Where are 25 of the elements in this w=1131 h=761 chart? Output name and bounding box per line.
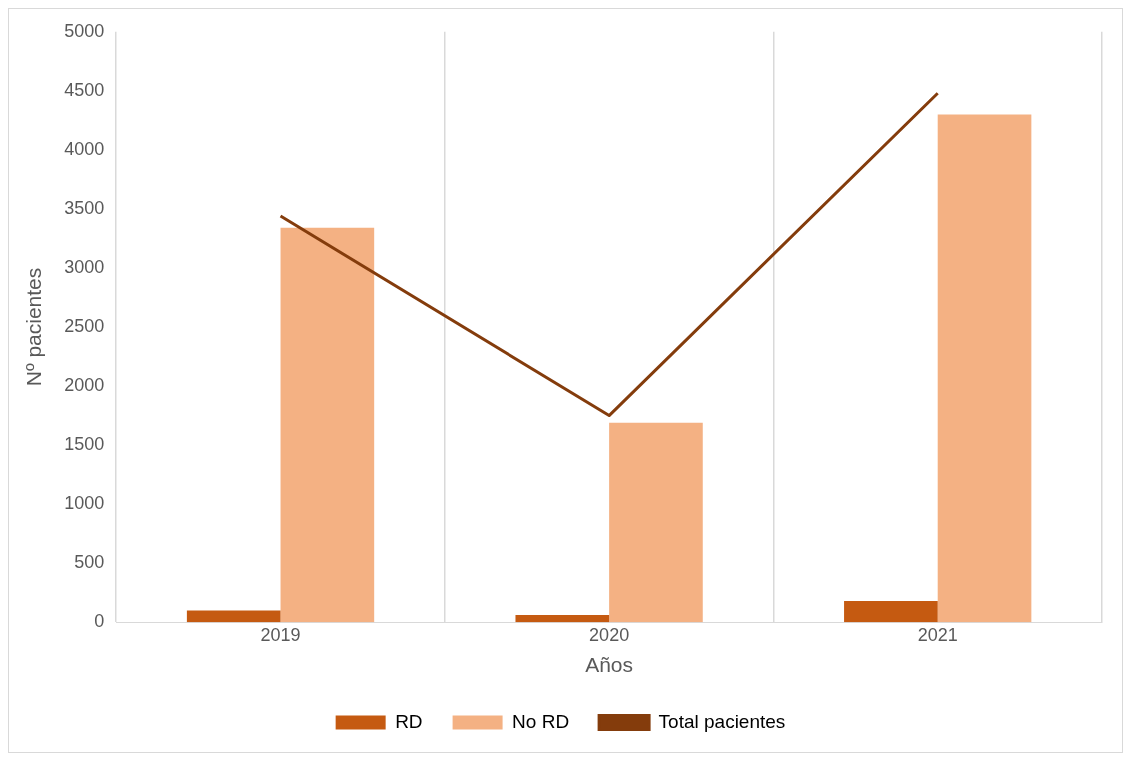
y-tick-label: 0	[94, 611, 105, 632]
bar	[844, 600, 938, 623]
bar	[186, 610, 281, 623]
y-tick-label: 1000	[64, 493, 105, 514]
legend-label: No RD	[512, 710, 570, 732]
bar	[515, 615, 610, 623]
bar	[609, 422, 703, 623]
bar	[937, 114, 1032, 623]
bar	[280, 227, 375, 623]
x-tick-label: 2021	[917, 624, 958, 645]
y-tick-label: 3000	[64, 256, 105, 277]
y-tick-label: 1500	[64, 434, 105, 455]
y-tick-label: 2500	[64, 315, 105, 336]
legend-label: Total pacientes	[658, 710, 786, 732]
legend-label: RD	[395, 710, 423, 732]
y-tick-label: 500	[74, 552, 105, 573]
x-tick-label: 2019	[260, 624, 301, 645]
y-tick-label: 3500	[64, 197, 105, 218]
y-tick-label: 4500	[64, 79, 105, 100]
y-tick-label: 4000	[64, 138, 105, 159]
y-tick-label: 2000	[64, 375, 105, 396]
y-axis-title: Nº pacientes	[22, 267, 46, 387]
x-tick-label: 2020	[589, 624, 630, 645]
y-tick-label: 5000	[64, 20, 105, 41]
x-axis-title: Años	[585, 653, 634, 677]
